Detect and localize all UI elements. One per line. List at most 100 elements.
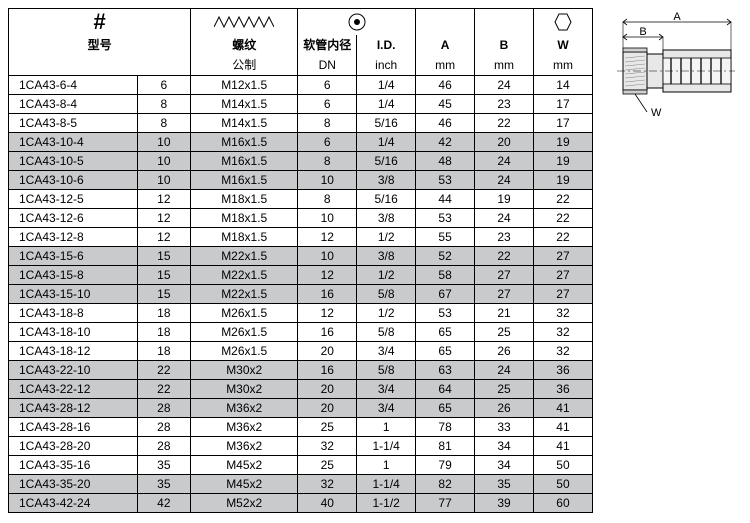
table-cell: M14x1.5 (191, 114, 298, 133)
table-cell: 18 (137, 342, 191, 361)
table-row: 1CA43-18-1218M26x1.5203/4652632 (9, 342, 593, 361)
table-cell: 26 (475, 342, 534, 361)
table-cell: 1CA43-12-8 (9, 228, 138, 247)
col-thread-sub: 公制 (191, 55, 298, 76)
dim-w-label: W (651, 107, 662, 119)
table-cell: 19 (533, 171, 592, 190)
table-cell: 64 (416, 380, 475, 399)
col-w-sym (533, 9, 592, 36)
table-cell: 36 (533, 380, 592, 399)
table-cell: 1CA43-12-5 (9, 190, 138, 209)
col-w-sub: mm (533, 55, 592, 76)
col-thread-sym (191, 9, 298, 36)
table-row: 1CA43-8-48M14x1.561/4452317 (9, 95, 593, 114)
table-cell: 3/4 (357, 342, 416, 361)
table-cell: 5/8 (357, 361, 416, 380)
table-cell: 15 (137, 247, 191, 266)
table-cell: M52x2 (191, 494, 298, 513)
table-cell: 19 (533, 152, 592, 171)
table-row: 1CA43-12-812M18x1.5121/2552322 (9, 228, 593, 247)
dim-b-label: B (639, 26, 646, 38)
col-id: I.D. (357, 35, 416, 55)
table-cell: 36 (533, 361, 592, 380)
col-b: B (475, 35, 534, 55)
table-row: 1CA43-42-2442M52x2401-1/2773960 (9, 494, 593, 513)
table-cell: 24 (475, 361, 534, 380)
table-cell: 32 (533, 304, 592, 323)
table-cell: 53 (416, 171, 475, 190)
col-id-sub: inch (357, 55, 416, 76)
table-row: 1CA43-10-510M16x1.585/16482419 (9, 152, 593, 171)
table-cell: 20 (475, 133, 534, 152)
table-cell: 24 (475, 152, 534, 171)
table-cell: 1 (357, 456, 416, 475)
col-hose: 软管内径 (298, 35, 357, 55)
table-row: 1CA43-18-818M26x1.5121/2532132 (9, 304, 593, 323)
col-model-sub (9, 55, 191, 76)
table-cell: 67 (416, 285, 475, 304)
table-cell: 27 (533, 266, 592, 285)
table-cell: 32 (533, 323, 592, 342)
table-cell: 8 (137, 114, 191, 133)
table-cell: 20 (298, 342, 357, 361)
table-cell: 12 (137, 228, 191, 247)
col-hose-sub: DN (298, 55, 357, 76)
table-cell: 81 (416, 437, 475, 456)
table-row: 1CA43-10-410M16x1.561/4422019 (9, 133, 593, 152)
table-cell: 1CA43-8-4 (9, 95, 138, 114)
table-cell: 1CA43-42-24 (9, 494, 138, 513)
table-cell: 52 (416, 247, 475, 266)
table-cell: 6 (298, 133, 357, 152)
table-cell: 79 (416, 456, 475, 475)
fitting-diagram: A B W (603, 8, 738, 125)
table-cell: 27 (475, 266, 534, 285)
table-cell: 48 (416, 152, 475, 171)
table-cell: 17 (533, 95, 592, 114)
table-cell: 1/4 (357, 76, 416, 95)
table-cell: 18 (137, 323, 191, 342)
table-cell: 1CA43-10-4 (9, 133, 138, 152)
col-a: A (416, 35, 475, 55)
table-cell: 42 (137, 494, 191, 513)
table-cell: 15 (137, 285, 191, 304)
table-cell: M26x1.5 (191, 304, 298, 323)
table-cell: 10 (137, 171, 191, 190)
table-cell: 1CA43-12-6 (9, 209, 138, 228)
table-cell: 25 (298, 456, 357, 475)
table-cell: 55 (416, 228, 475, 247)
table-cell: 15 (137, 266, 191, 285)
table-cell: 65 (416, 323, 475, 342)
table-cell: 12 (137, 190, 191, 209)
table-cell: 34 (475, 437, 534, 456)
table-cell: 28 (137, 437, 191, 456)
table-row: 1CA43-6-46M12x1.561/4462414 (9, 76, 593, 95)
table-cell: 60 (533, 494, 592, 513)
table-cell: 25 (475, 323, 534, 342)
table-cell: 1CA43-28-20 (9, 437, 138, 456)
table-cell: 28 (137, 399, 191, 418)
table-cell: 1-1/4 (357, 437, 416, 456)
table-cell: 65 (416, 399, 475, 418)
col-a-sub: mm (416, 55, 475, 76)
table-cell: 50 (533, 475, 592, 494)
table-cell: 12 (137, 209, 191, 228)
table-cell: 33 (475, 418, 534, 437)
table-cell: 5/8 (357, 285, 416, 304)
col-thread: 螺纹 (191, 35, 298, 55)
table-cell: 35 (137, 456, 191, 475)
col-b-sub: mm (475, 55, 534, 76)
table-cell: M26x1.5 (191, 342, 298, 361)
table-cell: 16 (298, 361, 357, 380)
table-cell: 20 (298, 399, 357, 418)
table-cell: 28 (137, 418, 191, 437)
table-cell: 6 (298, 76, 357, 95)
table-row: 1CA43-15-815M22x1.5121/2582727 (9, 266, 593, 285)
table-cell: 10 (137, 152, 191, 171)
table-row: 1CA43-12-612M18x1.5103/8532422 (9, 209, 593, 228)
table-row: 1CA43-15-1015M22x1.5165/8672727 (9, 285, 593, 304)
table-cell: 1-1/2 (357, 494, 416, 513)
table-cell: 3/8 (357, 171, 416, 190)
table-cell: 35 (137, 475, 191, 494)
table-cell: 1/2 (357, 266, 416, 285)
table-cell: 22 (475, 114, 534, 133)
